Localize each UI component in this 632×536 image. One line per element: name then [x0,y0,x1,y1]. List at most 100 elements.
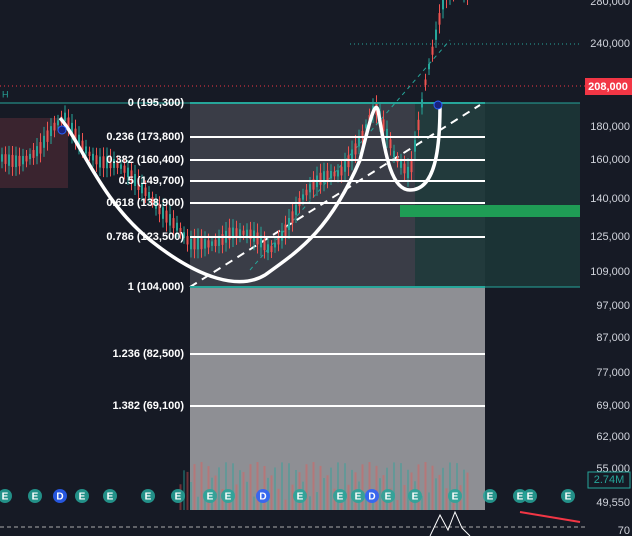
candle [102,156,105,169]
volume-bar [316,492,318,510]
fib-levels: 0 (195,300) 0.236 (173,800) 0.382 (160,400… [106,97,485,412]
fib-zone-lower [190,287,485,510]
volume-bar [438,474,441,510]
fib-label: 0.236 (173,800) [106,131,184,143]
candle [148,192,150,198]
candle [4,154,7,164]
price-label: 160,000 [590,154,630,166]
volume-bar [228,499,231,510]
volume-bar [424,462,427,510]
event-label: E [32,492,39,503]
volume-bar [323,478,325,510]
volume-bar [232,463,234,510]
volume-bar [309,496,311,510]
event-icon [351,489,365,503]
last-price-box [585,78,632,95]
candle [242,230,245,235]
price-label: 77,000 [596,367,630,379]
candle [277,236,280,245]
event-icon [365,489,379,503]
fib-label: 0.382 (160,400) [106,154,184,166]
event-label: E [337,492,344,503]
volume-bar [207,466,210,510]
price-label: 87,000 [596,332,630,344]
candle [211,241,213,246]
candle [99,156,101,168]
candle [302,194,304,200]
event-icon [203,489,217,503]
event-label: E [107,492,114,503]
fib-label: 1 (104,000) [128,281,185,293]
candle [67,117,70,129]
volume-bar [368,462,371,510]
candle [389,139,392,149]
candle [291,211,294,223]
candle [158,204,161,215]
volume-bar [400,463,402,510]
candle [88,151,91,157]
volume-bar [200,462,203,510]
volume-bar [312,462,315,510]
trend-line [189,104,481,288]
volume-bar [407,469,409,510]
price-label: 180,000 [590,121,630,133]
candle [260,235,262,248]
volume-bar [393,462,395,510]
candle [165,210,168,223]
event-label: E [207,492,214,503]
event-label: D [56,492,63,503]
candle [207,240,210,248]
price-label: 70 [618,525,630,536]
candle [386,128,388,140]
volume-bar [246,481,248,510]
volume-bar [225,462,227,510]
candle [1,154,3,162]
candle [155,200,157,209]
candle [333,171,336,177]
candle [130,170,133,182]
event-icon [141,489,155,503]
fib-label: 1.236 (82,500) [112,348,184,360]
candle [256,232,259,245]
anchor-point [57,125,67,135]
candle [323,171,325,183]
candle [400,160,402,168]
event-icon [513,489,527,503]
volume-bar [330,467,332,510]
volume-bar [270,475,273,510]
candle [8,154,10,166]
event-icon [333,489,347,503]
candle [113,158,115,168]
volume-bar [186,471,189,510]
candle [305,189,308,196]
event-icon [561,489,575,503]
corner-label: H [2,89,9,99]
candle [183,232,185,238]
event-icon [448,489,462,503]
price-label: 125,000 [590,231,630,243]
candle [330,170,332,179]
candle [281,230,283,241]
event-icon [103,489,117,503]
event-label: E [175,492,182,503]
candle [417,119,420,131]
event-icon [75,489,89,503]
event-label: E [487,492,494,503]
fib-label: 0.618 (138,900) [106,197,184,209]
volume-bar [295,470,297,510]
volume-bar [305,464,308,510]
candle [309,184,311,193]
candle [43,135,45,148]
event-label: E [355,492,362,503]
volume-bar [396,500,399,510]
price-label: 97,000 [596,300,630,312]
volume-bar [277,488,280,510]
candle [344,161,346,172]
event-icon [523,489,537,503]
volume-bar [442,467,444,510]
candle [109,157,112,169]
channel-line [249,39,451,271]
candle [64,112,66,122]
volume-bar [417,464,420,510]
